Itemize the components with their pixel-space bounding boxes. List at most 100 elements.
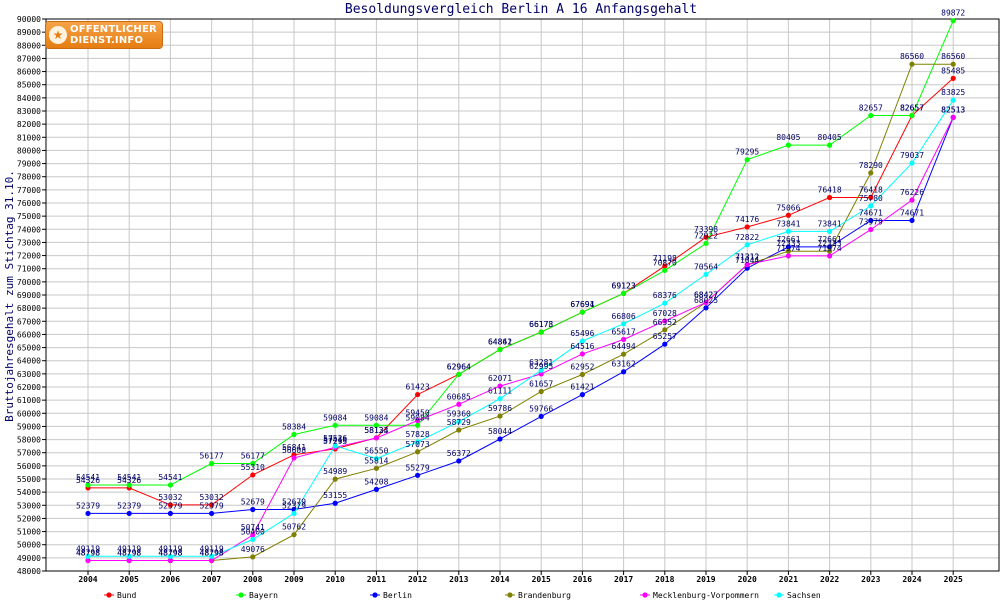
y-tick-label: 59000 bbox=[17, 422, 41, 431]
data-label: 61421 bbox=[570, 383, 594, 392]
data-label: 78290 bbox=[859, 161, 883, 170]
data-label: 79295 bbox=[735, 148, 759, 157]
y-tick-label: 52000 bbox=[17, 514, 41, 523]
data-label: 59450 bbox=[406, 409, 430, 418]
data-point bbox=[250, 460, 256, 467]
data-point bbox=[85, 553, 91, 559]
data-point bbox=[538, 367, 544, 373]
data-label: 54208 bbox=[364, 477, 388, 486]
data-label: 76226 bbox=[900, 188, 924, 197]
data-point bbox=[250, 554, 256, 560]
data-label: 56841 bbox=[282, 443, 306, 452]
data-label: 69123 bbox=[612, 281, 636, 290]
data-label: 79037 bbox=[900, 151, 924, 160]
data-point bbox=[909, 61, 915, 67]
site-logo: ★ OFFENTLICHER DIENST.INFO bbox=[46, 22, 162, 48]
y-tick-label: 83000 bbox=[17, 107, 41, 116]
y-tick-label: 65000 bbox=[17, 344, 41, 353]
data-point bbox=[621, 290, 627, 296]
data-label: 49119 bbox=[200, 544, 224, 553]
series-line bbox=[88, 77, 954, 506]
data-point bbox=[950, 114, 956, 121]
data-label: 50762 bbox=[282, 523, 306, 532]
y-axis: 48000 49000 50000 51000 52000 53000 54000 55000… bbox=[17, 15, 46, 576]
data-point bbox=[332, 443, 338, 449]
series-line bbox=[88, 99, 954, 557]
data-label: 55310 bbox=[241, 463, 265, 472]
data-label: 49119 bbox=[117, 544, 141, 553]
data-label: 50741 bbox=[241, 523, 265, 532]
y-axis-label: Bruttojahresgehalt zum Stichtag 31.10. bbox=[3, 170, 16, 422]
data-label: 53032 bbox=[200, 493, 224, 502]
data-point bbox=[662, 300, 668, 306]
data-label: 73841 bbox=[818, 219, 842, 228]
x-tick-label: 2008 bbox=[243, 575, 262, 584]
data-point bbox=[827, 248, 833, 254]
data-label: 69123 bbox=[612, 281, 636, 290]
data-point bbox=[868, 112, 874, 119]
data-label: 74671 bbox=[859, 208, 883, 217]
logo-line-1: OFFENTLICHER bbox=[70, 24, 157, 35]
legend-marker bbox=[106, 592, 112, 598]
data-label: 86560 bbox=[900, 52, 924, 61]
data-label: 80405 bbox=[776, 133, 800, 142]
data-label: 59766 bbox=[529, 404, 553, 413]
data-label: 74176 bbox=[735, 215, 759, 224]
data-point bbox=[250, 536, 256, 543]
logo-line-2: DIENST.INFO bbox=[70, 35, 144, 46]
data-point bbox=[868, 170, 874, 176]
x-tick-label: 2015 bbox=[532, 575, 551, 584]
data-label: 66352 bbox=[653, 318, 677, 327]
data-point bbox=[373, 422, 379, 428]
data-point bbox=[373, 456, 379, 462]
x-tick-label: 2022 bbox=[820, 575, 839, 584]
data-label: 67694 bbox=[570, 300, 594, 309]
data-point bbox=[497, 347, 503, 353]
x-tick-label: 2009 bbox=[284, 575, 303, 584]
data-label: 71974 bbox=[776, 244, 800, 253]
y-tick-label: 89000 bbox=[17, 28, 41, 37]
data-label: 74671 bbox=[900, 208, 924, 217]
data-label: 72822 bbox=[735, 233, 759, 242]
data-point bbox=[126, 553, 132, 559]
x-tick-label: 2012 bbox=[408, 575, 427, 584]
legend-label: Bund bbox=[117, 591, 136, 600]
legend: Bund Bayern Berlin Brandenburg Mecklenburg-V… bbox=[104, 591, 821, 600]
data-label: 71198 bbox=[653, 254, 677, 263]
y-tick-label: 78000 bbox=[17, 173, 41, 182]
data-point bbox=[456, 401, 462, 407]
data-point bbox=[167, 502, 173, 508]
data-label: 76418 bbox=[859, 186, 883, 195]
data-label: 65496 bbox=[570, 329, 594, 338]
data-label: 58134 bbox=[364, 426, 388, 435]
data-point bbox=[250, 532, 256, 538]
y-tick-label: 58000 bbox=[17, 436, 41, 445]
y-tick-label: 68000 bbox=[17, 304, 41, 313]
data-point bbox=[744, 262, 750, 268]
data-point bbox=[167, 557, 173, 564]
y-tick-label: 90000 bbox=[17, 15, 41, 24]
data-label: 83825 bbox=[941, 88, 965, 97]
data-label: 65617 bbox=[612, 327, 636, 336]
data-point bbox=[868, 226, 874, 233]
data-label: 50400 bbox=[241, 527, 265, 536]
data-label: 72333 bbox=[818, 239, 842, 248]
series-line bbox=[88, 117, 954, 514]
data-point bbox=[703, 299, 709, 306]
x-axis: 2004 2005 2006 2007 2008 2009 2010 2011 2012 2013… bbox=[78, 571, 963, 584]
data-point bbox=[950, 75, 956, 81]
data-point bbox=[250, 506, 256, 513]
x-tick-label: 2010 bbox=[326, 575, 345, 584]
data-point bbox=[85, 482, 91, 488]
x-tick-label: 2013 bbox=[449, 575, 468, 584]
data-label: 49076 bbox=[241, 545, 265, 554]
legend-marker bbox=[507, 592, 513, 598]
data-label: 48798 bbox=[76, 549, 100, 558]
data-label: 58044 bbox=[488, 427, 512, 436]
data-point bbox=[250, 472, 256, 478]
y-tick-label: 48000 bbox=[17, 567, 41, 576]
y-tick-label: 61000 bbox=[17, 396, 41, 405]
data-point bbox=[497, 383, 503, 389]
data-point bbox=[167, 553, 173, 559]
